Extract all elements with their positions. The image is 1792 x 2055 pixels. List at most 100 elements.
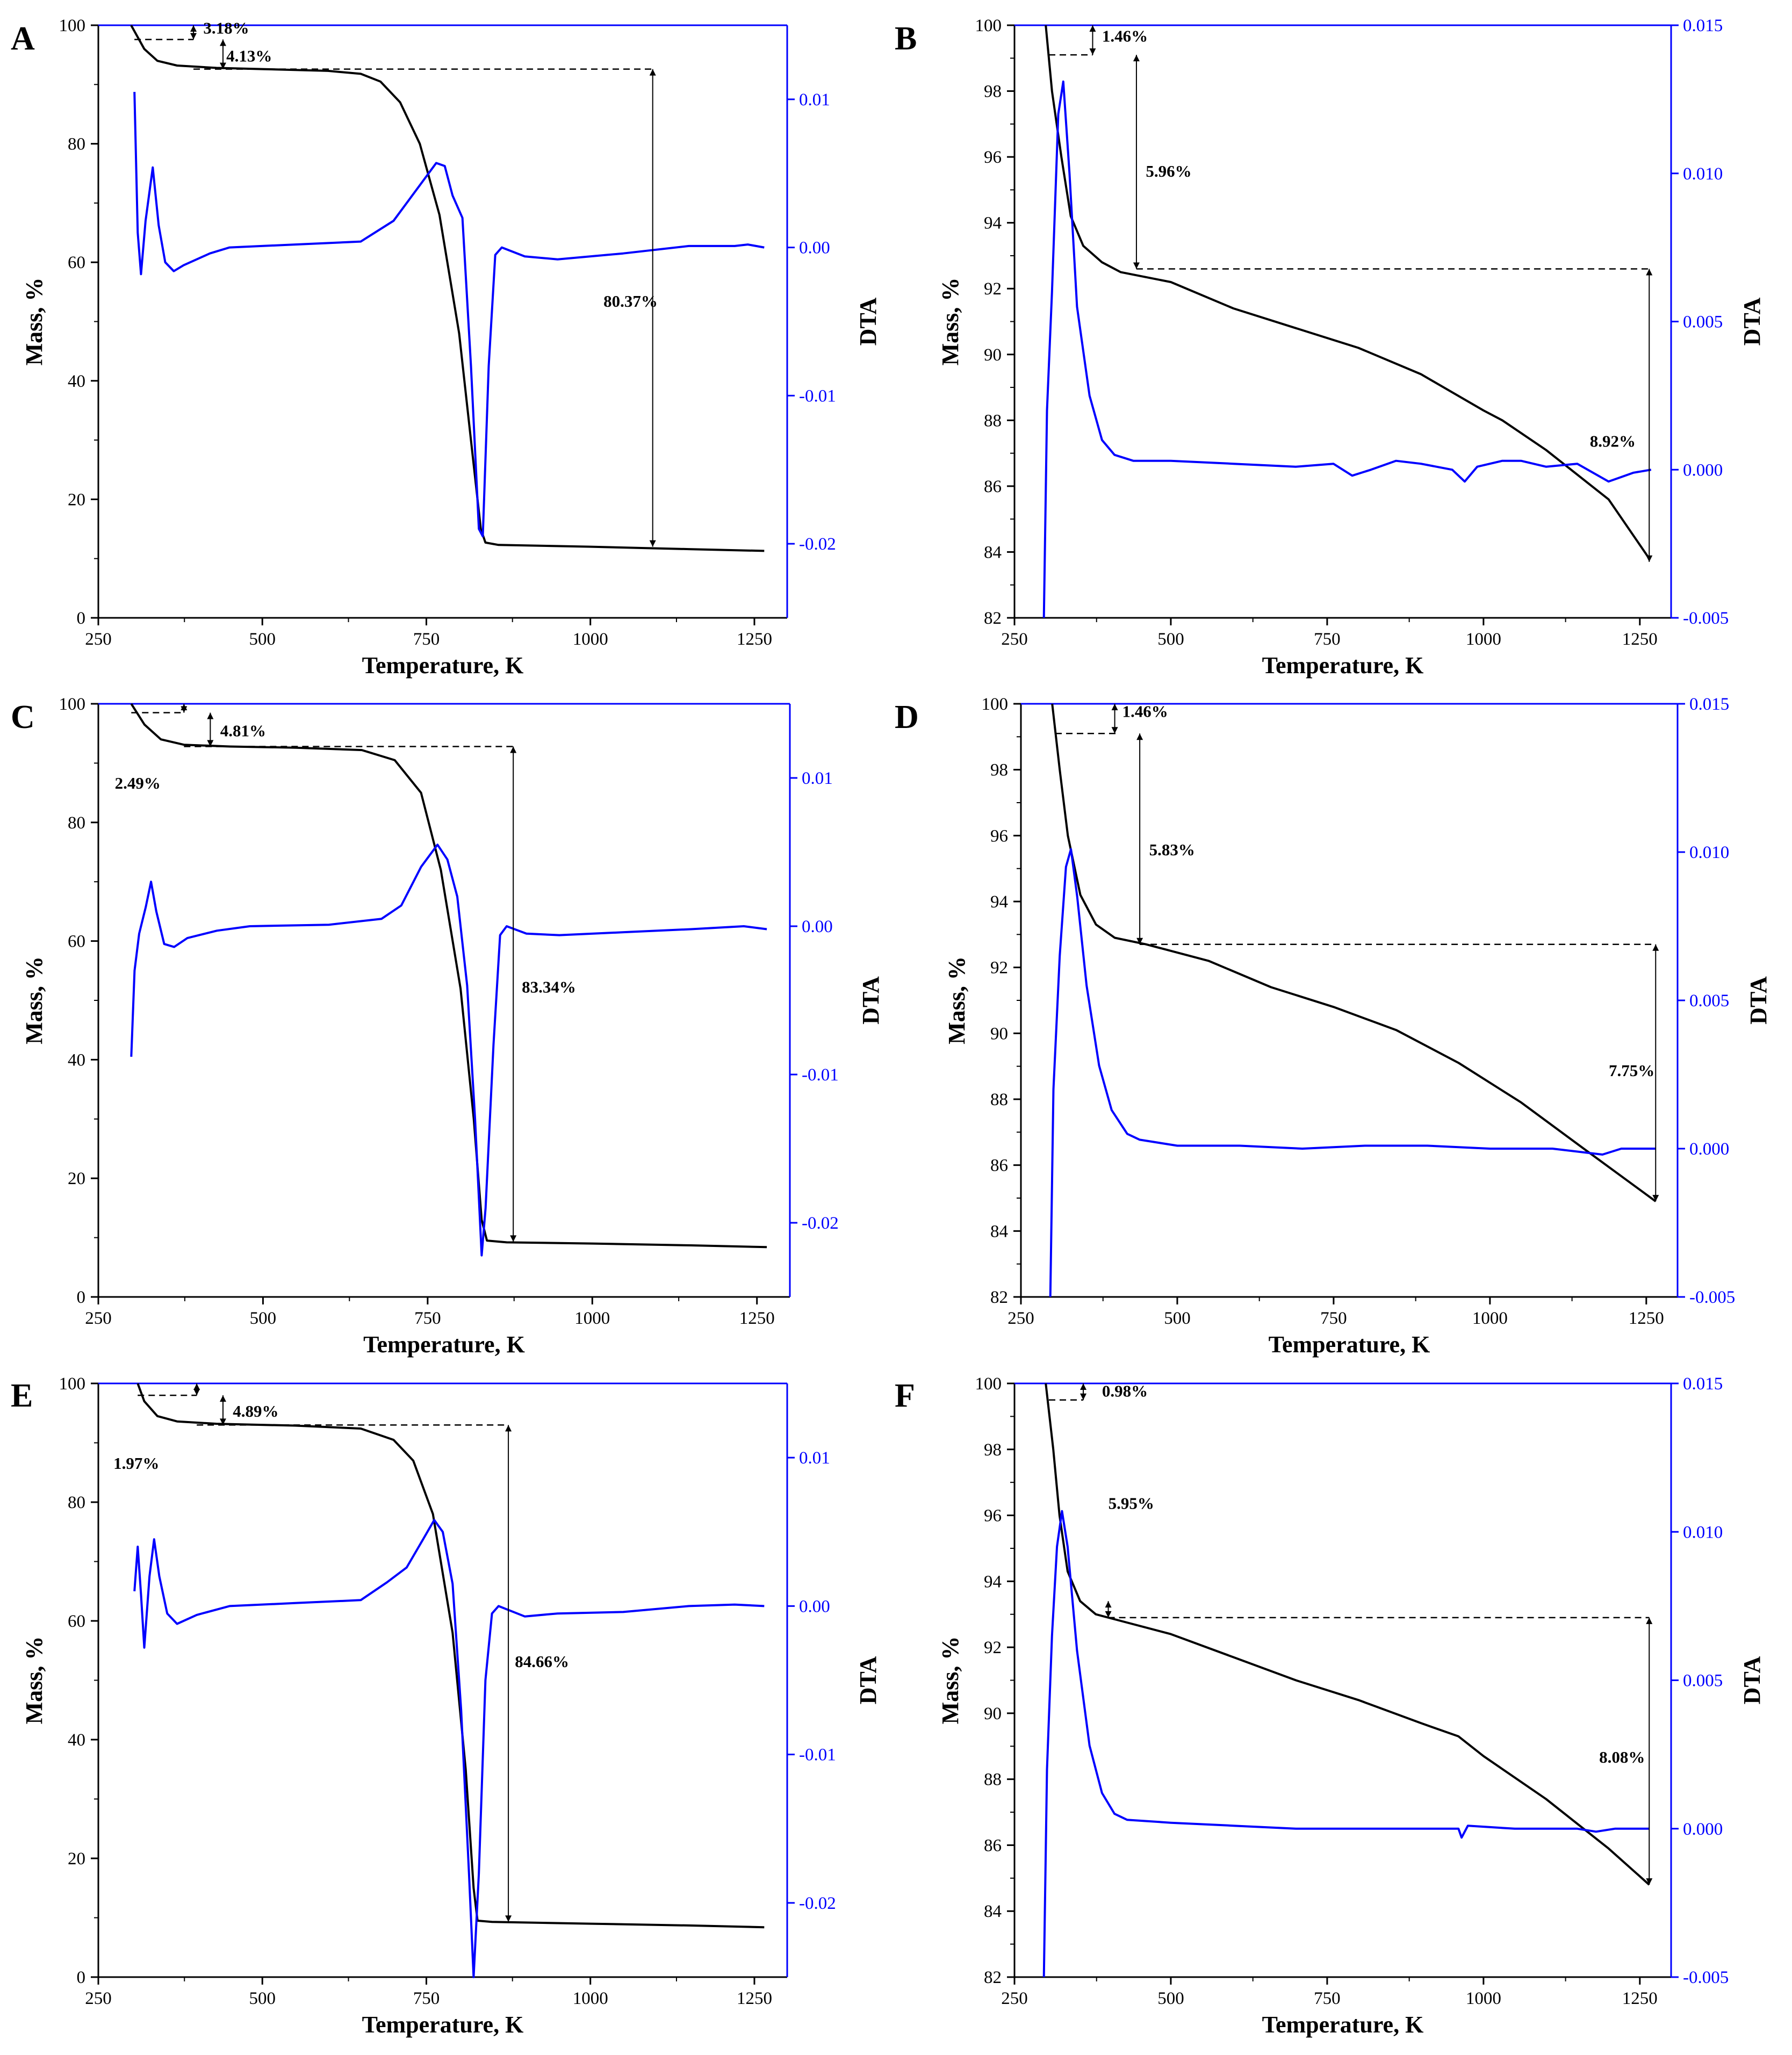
arrow-head-down: [649, 540, 656, 547]
panel-c: 250 500 750 1000 1250 0 20 40 60 80 100 -0.02 -0.01 0…: [11, 695, 884, 1358]
y-tick-label: 20: [68, 1169, 85, 1188]
y-tick-label: 86: [984, 477, 1002, 496]
panel-e: 250 500 750 1000 1250 0 20 40 60 80 100 -0.02 -0.01 0…: [11, 1374, 881, 2038]
panel-letter: D: [895, 699, 919, 736]
y2-tick-label: -0.005: [1689, 1288, 1735, 1307]
mass-loss-label: 3.18%: [203, 18, 249, 37]
arrow-head-up: [181, 704, 188, 710]
y2-axis-title: DTA: [858, 976, 884, 1025]
y2-tick-label: 0.000: [1689, 1140, 1729, 1159]
y2-tick-label: 0.015: [1683, 1374, 1723, 1394]
panel-letter: F: [895, 1378, 915, 1414]
dta-series-line: [1042, 80, 1652, 618]
y-axis-title: Mass, %: [21, 956, 47, 1044]
arrow-head-down: [207, 740, 214, 747]
mass-series-line: [130, 25, 765, 552]
y-tick-label: 80: [68, 135, 85, 154]
x-tick-label: 250: [1001, 630, 1028, 649]
x-tick-label: 750: [1314, 1989, 1341, 2008]
y-tick-label: 96: [984, 1506, 1002, 1526]
y2-axis-title: DTA: [1739, 297, 1765, 345]
y-tick-label: 90: [984, 1704, 1002, 1724]
x-tick-label: 250: [85, 1309, 112, 1328]
panel-b: 250 500 750 1000 1250 82 84 86 88 90 92 94 96 98 100 -0…: [895, 16, 1765, 679]
x-tick-label: 1000: [574, 1309, 610, 1328]
y-tick-label: 60: [68, 1612, 85, 1631]
y-tick-label: 100: [982, 695, 1009, 714]
x-axis-title: Temperature, K: [362, 2011, 524, 2038]
y-tick-label: 0: [77, 609, 86, 628]
x-tick-label: 1250: [737, 1989, 772, 2008]
arrow-head-up: [219, 1395, 226, 1402]
arrow-head-down: [219, 62, 226, 69]
y-tick-label: 40: [68, 1730, 85, 1750]
y-tick-label: 0: [77, 1968, 86, 1987]
y2-tick-label: 0.010: [1683, 164, 1723, 184]
x-axis-title: Temperature, K: [1269, 1331, 1430, 1358]
panel-letter: A: [11, 20, 35, 57]
y-tick-label: 60: [68, 253, 85, 272]
y2-tick-label: 0.00: [799, 239, 830, 258]
arrow-head-up: [1080, 1383, 1087, 1390]
dta-series-line: [133, 92, 765, 538]
y2-tick-label: 0.01: [799, 90, 830, 110]
panel-letter: B: [895, 20, 917, 57]
y2-tick-label: 0.01: [802, 769, 833, 788]
y2-tick-label: -0.02: [799, 1894, 836, 1913]
y2-axis-title: DTA: [855, 1656, 881, 1704]
y-tick-label: 100: [59, 16, 86, 35]
arrow-head-up: [1105, 1601, 1112, 1608]
y2-tick-label: -0.01: [799, 386, 836, 406]
mass-loss-label: 1.46%: [1122, 702, 1168, 721]
x-tick-label: 750: [413, 1989, 440, 2008]
panel-a: 250 500 750 1000 1250 0 20 40 60 80 100 -0.02 -0.01 0…: [11, 16, 881, 679]
x-tick-label: 1250: [737, 630, 772, 649]
mass-loss-label: 1.97%: [113, 1454, 159, 1473]
mass-series-line: [1045, 25, 1650, 559]
arrow-head-down: [219, 1418, 226, 1425]
y2-tick-label: 0.005: [1683, 313, 1723, 332]
y-tick-label: 82: [984, 1968, 1002, 1987]
arrow-head-down: [1646, 1878, 1653, 1885]
arrow-head-up: [1646, 1617, 1653, 1624]
y-tick-label: 80: [68, 813, 85, 833]
panel-letter: C: [11, 699, 35, 736]
y-tick-label: 92: [990, 958, 1008, 978]
mass-series-line: [136, 1383, 765, 1929]
arrow-head-down: [193, 1389, 200, 1396]
y-tick-label: 86: [984, 1836, 1002, 1855]
arrow-head-up: [1133, 55, 1140, 62]
mass-loss-label: 8.08%: [1599, 1748, 1645, 1766]
y2-tick-label: 0.015: [1683, 16, 1723, 35]
y-tick-label: 90: [984, 345, 1002, 365]
y2-tick-label: 0.00: [802, 917, 833, 936]
dta-series-line: [130, 843, 767, 1257]
y-tick-label: 80: [68, 1493, 85, 1512]
y-tick-label: 96: [990, 826, 1008, 846]
dta-series-line: [133, 1519, 765, 1978]
y2-tick-label: -0.005: [1683, 1968, 1729, 1987]
y-tick-label: 40: [68, 1050, 85, 1070]
mass-loss-label: 7.75%: [1609, 1061, 1654, 1080]
y-tick-label: 82: [990, 1288, 1008, 1307]
y2-tick-label: -0.02: [802, 1214, 839, 1233]
y-axis-title: Mass, %: [944, 956, 970, 1044]
mass-loss-label: 80.37%: [603, 292, 658, 311]
y-tick-label: 86: [990, 1156, 1008, 1176]
dta-series-line: [1049, 848, 1656, 1297]
arrow-head-up: [505, 1425, 512, 1432]
mass-series-line: [1045, 1383, 1650, 1886]
y2-tick-label: 0.000: [1683, 460, 1723, 480]
y2-tick-label: -0.02: [799, 535, 836, 554]
y-tick-label: 84: [984, 1902, 1002, 1921]
mass-loss-label: 8.92%: [1590, 431, 1636, 450]
mass-loss-label: 5.83%: [1149, 840, 1195, 859]
y-tick-label: 84: [990, 1222, 1008, 1241]
x-axis-title: Temperature, K: [363, 1331, 525, 1358]
x-tick-label: 750: [1314, 630, 1341, 649]
y-tick-label: 90: [990, 1024, 1008, 1043]
arrow-head-down: [1136, 938, 1143, 944]
y2-tick-label: 0.00: [799, 1597, 830, 1616]
